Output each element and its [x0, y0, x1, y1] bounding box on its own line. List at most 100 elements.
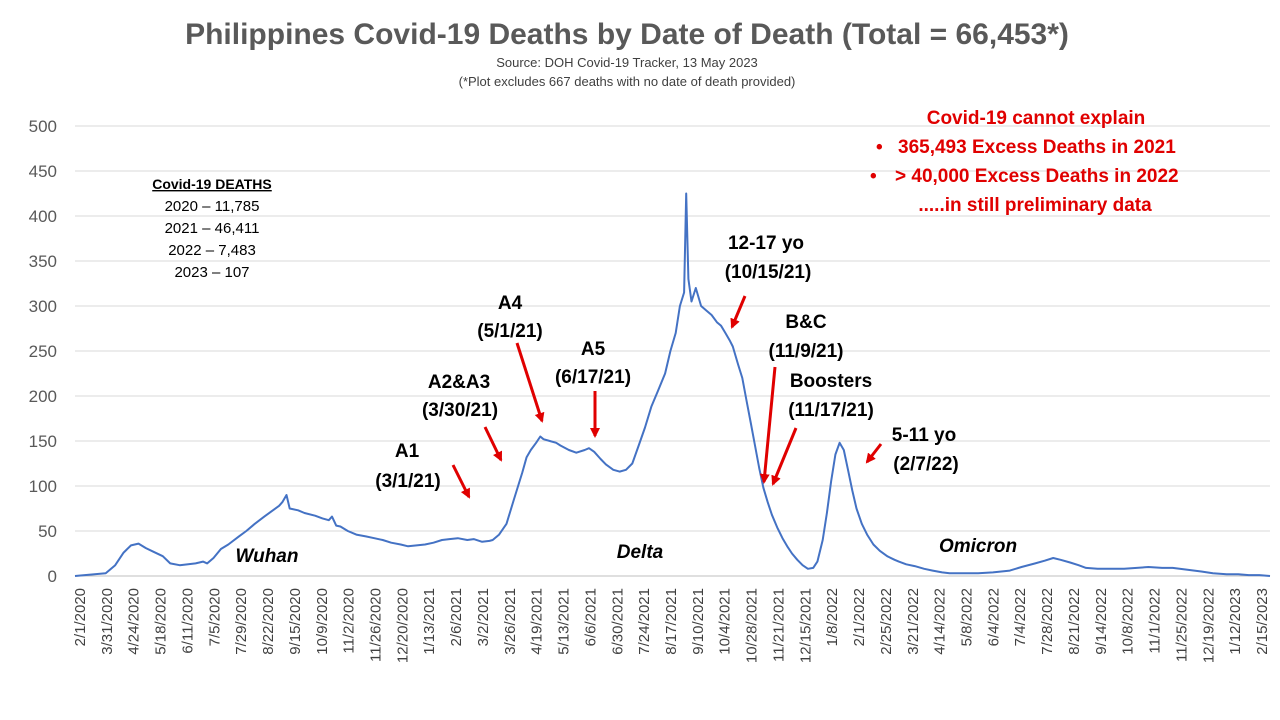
event-label: A2&A3: [428, 372, 490, 393]
x-tick-label: 1/8/2022: [824, 588, 841, 646]
excess-bullet: > 40,000 Excess Deaths in 2022: [895, 166, 1179, 187]
event-label: A1: [395, 441, 420, 462]
x-tick-label: 2/25/2022: [878, 588, 895, 655]
y-tick-label: 100: [29, 477, 57, 496]
deaths-summary-line: 2021 – 46,411: [165, 220, 260, 237]
event-date: (2/7/22): [893, 454, 958, 475]
y-axis: 0 50 100 150 200 250 300 350 400 450 500: [29, 117, 57, 586]
x-tick-label: 6/11/2020: [179, 588, 196, 654]
x-tick-label: 7/28/2022: [1039, 588, 1056, 655]
event-arrows: [451, 295, 883, 499]
series-line-deaths: [74, 192, 1271, 577]
x-tick-label: 11/1/2022: [1147, 588, 1164, 654]
wave-label-omicron: Omicron: [939, 536, 1017, 557]
x-tick-label: 6/6/2021: [582, 588, 599, 646]
x-tick-label: 4/24/2020: [126, 588, 143, 655]
deaths-summary: Covid-19 DEATHS 2020 – 11,785 2021 – 46,…: [152, 176, 272, 281]
x-tick-label: 9/14/2022: [1093, 588, 1110, 655]
x-tick-label: 6/30/2021: [609, 588, 626, 655]
x-tick-label: 6/4/2022: [985, 588, 1002, 646]
deaths-summary-line: 2022 – 7,483: [168, 242, 256, 259]
wave-label-delta: Delta: [617, 542, 664, 563]
x-tick-label: 10/9/2020: [314, 588, 331, 655]
event-date: (11/17/21): [788, 400, 874, 421]
event-bc: B&C (11/9/21): [769, 312, 844, 362]
chart-subtitle-source: Source: DOH Covid-19 Tracker, 13 May 202…: [496, 55, 758, 70]
x-tick-label: 10/4/2021: [717, 588, 734, 655]
x-tick-label: 2/15/2023: [1254, 588, 1271, 655]
x-tick-label: 7/4/2022: [1012, 588, 1029, 646]
x-tick-label: 11/21/2021: [770, 588, 787, 662]
excess-bullet-icon: •: [876, 137, 883, 158]
x-tick-label: 5/18/2020: [153, 588, 170, 655]
y-tick-label: 200: [29, 387, 57, 406]
arrow-icon: [771, 427, 798, 486]
excess-footer: .....in still preliminary data: [918, 195, 1152, 216]
arrow-icon: [865, 443, 883, 464]
arrow-icon: [730, 295, 747, 329]
x-tick-label: 2/6/2021: [448, 588, 465, 646]
x-tick-label: 4/19/2021: [529, 588, 546, 655]
deaths-summary-line: 2023 – 107: [174, 264, 249, 281]
x-tick-label: 3/2/2021: [475, 588, 492, 646]
x-tick-label: 8/21/2022: [1066, 588, 1083, 655]
x-tick-label: 3/31/2020: [99, 588, 116, 655]
x-tick-label: 12/15/2021: [797, 588, 814, 663]
gridlines: [75, 125, 1270, 577]
y-tick-label: 50: [38, 522, 57, 541]
event-a1: A1 (3/1/21): [375, 441, 440, 492]
arrow-icon: [759, 366, 777, 484]
x-tick-label: 3/26/2021: [502, 588, 519, 655]
x-tick-label: 8/22/2020: [260, 588, 277, 655]
y-tick-label: 150: [29, 432, 57, 451]
event-date: (5/1/21): [477, 321, 542, 342]
x-tick-label: 7/29/2020: [233, 588, 250, 655]
event-boosters: Boosters (11/17/21): [788, 371, 874, 421]
chart-title: Philippines Covid-19 Deaths by Date of D…: [185, 18, 1069, 51]
x-tick-label: 7/5/2020: [206, 588, 223, 646]
y-tick-label: 500: [29, 117, 57, 136]
event-label: A5: [581, 339, 606, 360]
deaths-summary-heading: Covid-19 DEATHS: [152, 176, 272, 192]
excess-deaths-note: Covid-19 cannot explain • 365,493 Excess…: [870, 108, 1179, 216]
arrow-icon: [451, 464, 471, 499]
arrow-icon: [515, 342, 545, 423]
event-label: 12-17 yo: [728, 233, 804, 254]
event-date: (6/17/21): [555, 367, 631, 388]
x-tick-label: 12/20/2020: [394, 588, 411, 663]
excess-heading: Covid-19 cannot explain: [927, 108, 1146, 129]
deaths-summary-line: 2020 – 11,785: [165, 198, 260, 215]
x-tick-label: 5/8/2022: [959, 588, 976, 646]
x-tick-label: 12/19/2022: [1200, 588, 1217, 663]
x-tick-label: 4/14/2022: [932, 588, 949, 655]
y-tick-label: 250: [29, 342, 57, 361]
arrow-icon: [483, 426, 503, 462]
event-12-17: 12-17 yo (10/15/21): [725, 233, 812, 283]
excess-bullet-icon: •: [870, 166, 877, 187]
event-label: A4: [498, 293, 523, 314]
x-tick-label: 8/17/2021: [663, 588, 680, 655]
x-tick-label: 11/26/2020: [368, 588, 385, 662]
x-tick-label: 11/25/2022: [1173, 588, 1190, 662]
x-tick-label: 1/12/2023: [1227, 588, 1244, 655]
event-label: Boosters: [790, 371, 872, 392]
y-tick-label: 300: [29, 297, 57, 316]
x-tick-label: 10/8/2022: [1120, 588, 1137, 655]
y-tick-label: 350: [29, 252, 57, 271]
y-tick-label: 450: [29, 162, 57, 181]
x-tick-label: 9/10/2021: [690, 588, 707, 655]
wave-label-wuhan: Wuhan: [236, 546, 299, 567]
excess-bullet: 365,493 Excess Deaths in 2021: [898, 137, 1176, 158]
event-label: B&C: [785, 312, 826, 333]
x-tick-label: 1/13/2021: [421, 588, 438, 655]
event-label: 5-11 yo: [892, 425, 956, 446]
x-tick-label: 11/2/2020: [341, 588, 358, 654]
x-tick-label: 10/28/2021: [744, 588, 761, 663]
event-date: (3/30/21): [422, 400, 498, 421]
event-a5: A5 (6/17/21): [555, 339, 631, 388]
x-tick-label: 9/15/2020: [287, 588, 304, 655]
event-5-11: 5-11 yo (2/7/22): [892, 425, 959, 475]
x-axis: 2/1/2020 3/31/2020 4/24/2020 5/18/2020 6/11/…: [72, 588, 1271, 663]
event-date: (11/9/21): [769, 341, 844, 362]
